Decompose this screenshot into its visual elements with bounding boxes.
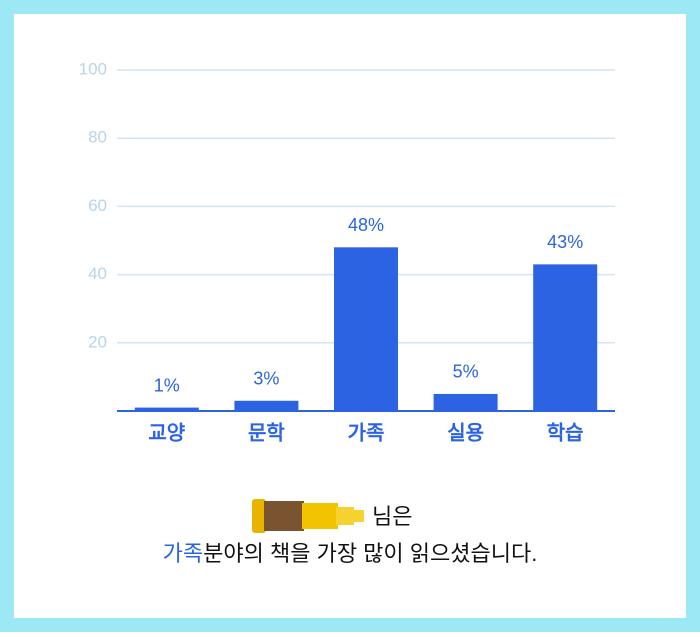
x-tick-label: 문학 [248, 421, 285, 444]
message-line1: 님은 [372, 504, 412, 529]
x-tick-label: 교양 [148, 421, 185, 444]
value-label: 48% [348, 215, 384, 235]
x-tick-label: 가족 [348, 421, 385, 444]
bar [334, 247, 398, 411]
y-tick-label: 100 [79, 59, 107, 78]
x-tick-label: 실용 [447, 421, 484, 444]
message-highlight: 가족 [163, 541, 203, 566]
value-label: 3% [253, 369, 279, 389]
y-tick-label: 20 [88, 332, 107, 351]
bar [134, 407, 199, 411]
value-label: 5% [453, 362, 479, 382]
x-tick-label: 학습 [547, 421, 584, 444]
telescope-icon [252, 499, 364, 533]
y-tick-label: 60 [88, 196, 107, 215]
value-label: 1% [154, 375, 180, 395]
bar [433, 393, 498, 411]
message-line2: 가족분야의 책을 가장 많이 읽으셨습니다. [163, 541, 538, 566]
y-tick-label: 80 [88, 128, 107, 147]
bar [533, 264, 598, 411]
value-label: 43% [547, 232, 583, 252]
y-tick-label: 40 [88, 264, 107, 283]
message-text: 분야의 책을 가장 많이 읽으셨습니다. [203, 541, 537, 566]
bar [234, 400, 299, 411]
